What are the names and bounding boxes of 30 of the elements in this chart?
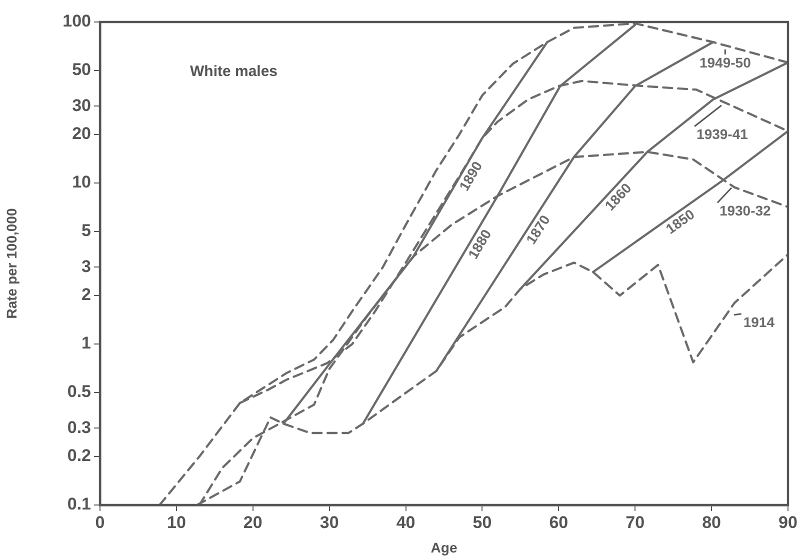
y-tick-label: 0.1 (67, 494, 91, 514)
series-label: 1914 (743, 314, 775, 330)
y-tick-label: 1 (82, 334, 91, 353)
y-tick-label: 3 (82, 256, 91, 276)
y-tick-label: 30 (72, 96, 91, 115)
y-tick-label: 50 (72, 60, 91, 80)
annotation: White males (190, 63, 278, 80)
x-tick-label: 40 (396, 512, 416, 532)
x-tick-label: 50 (472, 512, 492, 532)
series-label: 1949-50 (699, 54, 752, 70)
y-tick-label: 10 (72, 172, 91, 192)
y-tick-label: 0.2 (67, 446, 91, 466)
x-tick-label: 20 (243, 512, 262, 532)
y-tick-label: 0.3 (67, 418, 91, 437)
x-tick-label: 60 (549, 512, 568, 532)
y-tick-label: 20 (72, 124, 91, 144)
x-tick-label: 90 (778, 512, 798, 532)
y-tick-label: 5 (82, 221, 91, 240)
series-label: 1930-32 (719, 202, 772, 219)
series-label: 1939-41 (696, 126, 748, 142)
x-tick-label: 70 (626, 512, 645, 532)
x-tick-label: 30 (320, 512, 339, 532)
x-tick-label: 80 (702, 512, 722, 532)
y-tick-label: 0.5 (67, 382, 91, 402)
x-tick-label: 0 (95, 512, 105, 532)
y-tick-label: 2 (82, 285, 91, 304)
y-axis-title: Rate per 100,000 (3, 208, 20, 319)
x-tick-label: 10 (166, 512, 186, 532)
x-axis-title: Age (430, 539, 458, 556)
y-tick-label: 100 (62, 12, 91, 31)
